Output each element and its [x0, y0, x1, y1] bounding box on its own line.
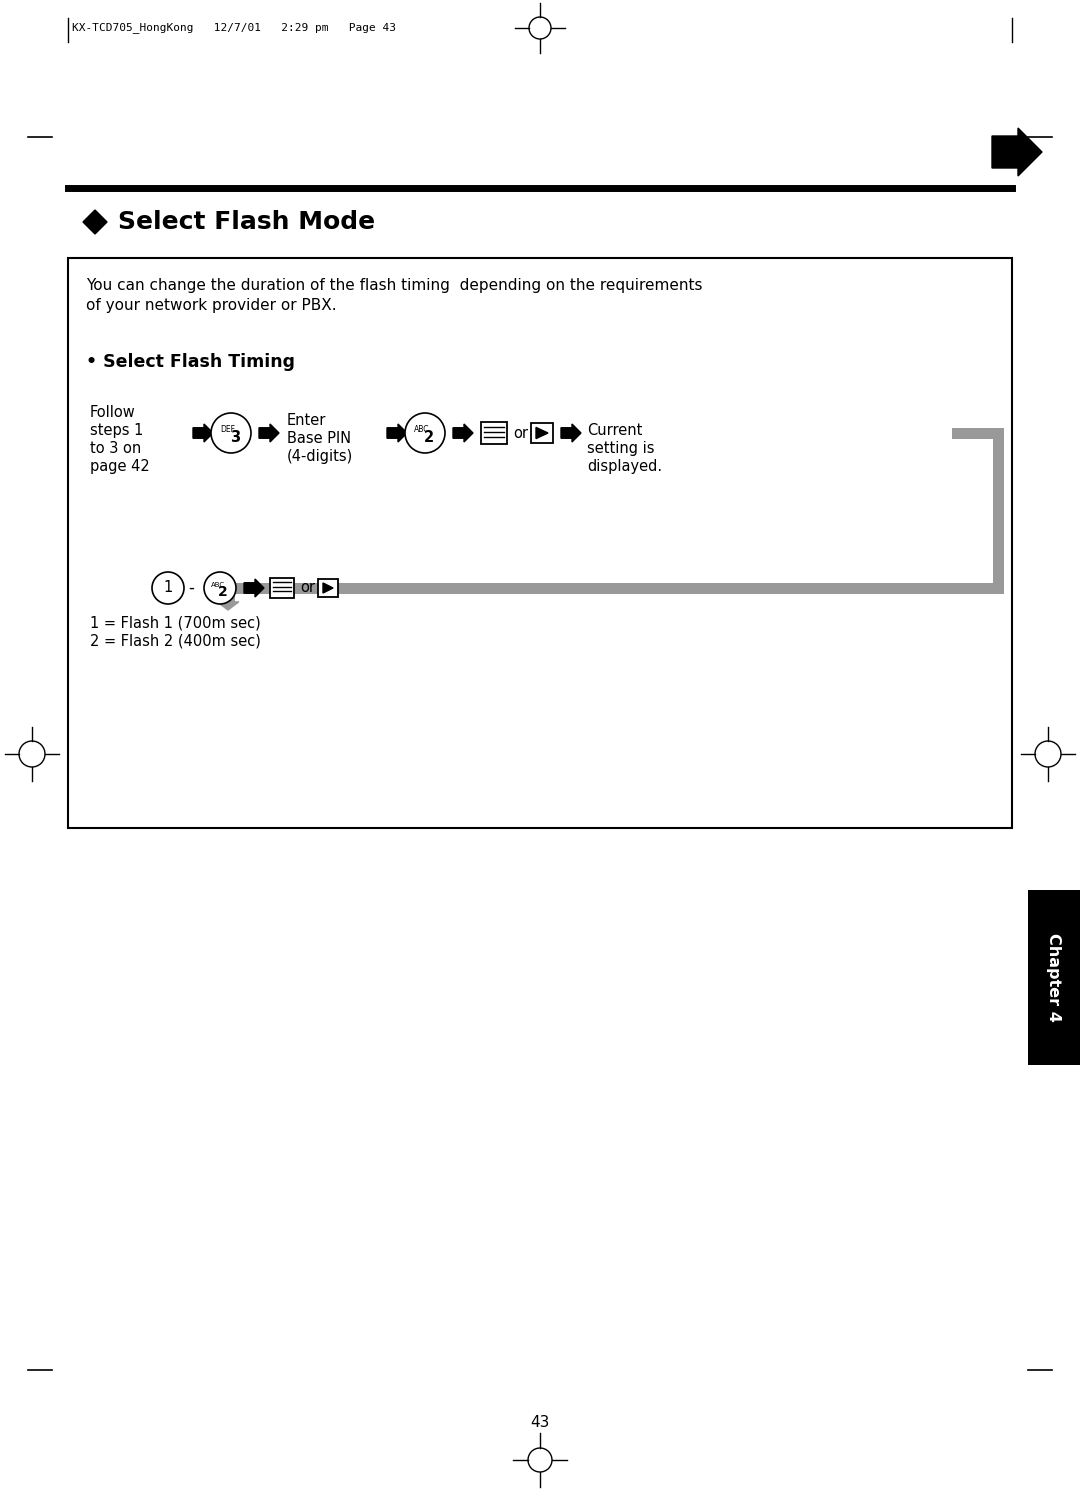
Circle shape: [152, 572, 184, 604]
Polygon shape: [244, 579, 264, 598]
Text: of your network provider or PBX.: of your network provider or PBX.: [86, 297, 337, 312]
Text: DEF: DEF: [220, 424, 235, 433]
Bar: [951, 429, 1004, 439]
Circle shape: [211, 413, 251, 453]
Polygon shape: [993, 128, 1042, 177]
Polygon shape: [387, 424, 407, 442]
Text: 1: 1: [163, 581, 173, 596]
Text: 2: 2: [424, 430, 434, 445]
Bar: [481, 423, 507, 444]
Text: 1 = Flash 1 (700m sec): 1 = Flash 1 (700m sec): [90, 616, 260, 631]
Text: 43: 43: [530, 1415, 550, 1431]
Polygon shape: [217, 592, 239, 610]
Text: 3: 3: [230, 430, 240, 445]
Text: to 3 on: to 3 on: [90, 441, 141, 456]
Bar: [531, 423, 553, 444]
Bar: [318, 579, 338, 598]
Text: page 42: page 42: [90, 459, 150, 474]
Bar: [1028, 890, 1080, 1065]
Text: You can change the duration of the flash timing  depending on the requirements: You can change the duration of the flash…: [86, 278, 702, 293]
Polygon shape: [259, 424, 279, 442]
Bar: [68, 258, 1012, 828]
Text: steps 1: steps 1: [90, 423, 144, 438]
Text: displayed.: displayed.: [588, 459, 662, 474]
Text: Chapter 4: Chapter 4: [1047, 933, 1062, 1022]
Text: ABC: ABC: [211, 582, 225, 589]
Bar: [222, 582, 1004, 595]
Text: Current: Current: [588, 423, 643, 438]
Polygon shape: [323, 582, 333, 593]
Polygon shape: [561, 424, 581, 442]
Text: setting is: setting is: [588, 441, 654, 456]
Text: -: -: [188, 579, 194, 598]
Circle shape: [405, 413, 445, 453]
Text: KX-TCD705_HongKong   12/7/01   2:29 pm   Page 43: KX-TCD705_HongKong 12/7/01 2:29 pm Page …: [72, 23, 396, 33]
Polygon shape: [536, 427, 548, 439]
Text: 2: 2: [218, 585, 228, 599]
Polygon shape: [453, 424, 473, 442]
Polygon shape: [83, 210, 107, 234]
Text: • Select Flash Timing: • Select Flash Timing: [86, 353, 295, 371]
Bar: [270, 578, 294, 598]
Bar: [993, 429, 1004, 595]
Polygon shape: [193, 424, 213, 442]
Text: 2 = Flash 2 (400m sec): 2 = Flash 2 (400m sec): [90, 634, 261, 649]
Text: Select Flash Mode: Select Flash Mode: [118, 210, 375, 234]
Text: Follow: Follow: [90, 404, 136, 420]
Text: or: or: [513, 426, 528, 441]
Text: (4-digits): (4-digits): [287, 450, 353, 463]
Text: ABC: ABC: [415, 424, 430, 433]
Text: Base PIN: Base PIN: [287, 432, 351, 447]
Text: or: or: [300, 581, 315, 596]
Circle shape: [204, 572, 237, 604]
Text: Enter: Enter: [287, 413, 326, 429]
